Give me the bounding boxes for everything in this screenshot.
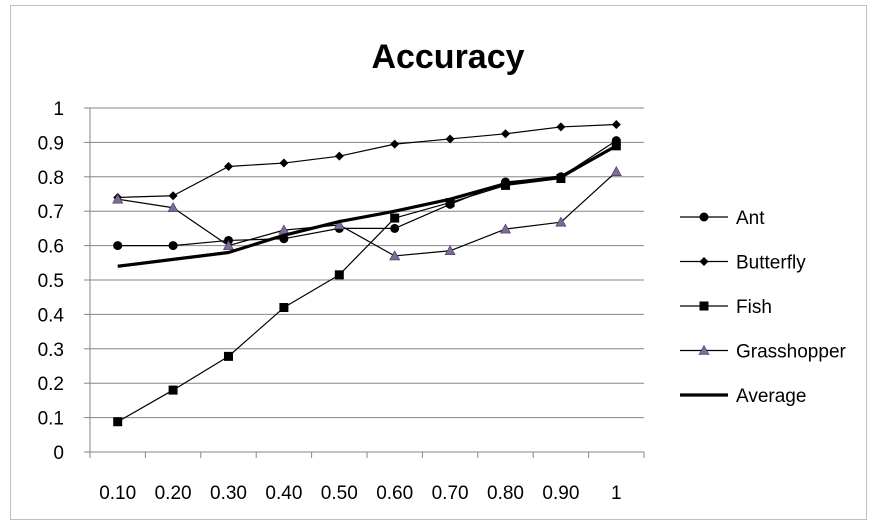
y-tick-label: 0.9 bbox=[38, 133, 64, 154]
data-point bbox=[334, 270, 344, 280]
chart-title: Accuracy bbox=[371, 38, 524, 76]
y-tick-label: 0.8 bbox=[38, 168, 64, 189]
x-tick-label: 0.60 bbox=[376, 483, 413, 504]
data-point bbox=[556, 122, 566, 132]
y-tick-label: 0.6 bbox=[38, 237, 64, 258]
data-point bbox=[168, 385, 178, 395]
data-point bbox=[222, 239, 235, 250]
y-tick-label: 0.4 bbox=[38, 305, 65, 326]
legend-item-average: Average bbox=[680, 386, 806, 407]
data-point bbox=[699, 257, 709, 266]
y-tick-label: 1 bbox=[53, 99, 64, 120]
x-tick-label: 1 bbox=[611, 483, 622, 504]
legend-item-ant: Ant bbox=[680, 208, 765, 229]
x-tick-label: 0.80 bbox=[487, 483, 524, 504]
data-point bbox=[334, 151, 344, 161]
legend-item-grasshopper: Grasshopper bbox=[680, 342, 847, 363]
data-point bbox=[168, 241, 178, 251]
series-line bbox=[117, 171, 617, 257]
y-tick-label: 0 bbox=[53, 443, 64, 464]
legend: Ant Butterfly Fish Grasshopper Average bbox=[680, 208, 847, 407]
data-point bbox=[112, 193, 124, 204]
data-point bbox=[390, 213, 400, 223]
data-point bbox=[501, 129, 510, 139]
grid bbox=[90, 107, 644, 419]
legend-item-butterfly: Butterfly bbox=[680, 253, 806, 274]
y-tick-label: 0.7 bbox=[38, 202, 64, 223]
data-point bbox=[390, 223, 400, 233]
x-tick-label: 0.70 bbox=[432, 483, 469, 504]
y-tick-label: 0.2 bbox=[38, 374, 64, 395]
x-tick-label: 0.90 bbox=[542, 483, 579, 504]
legend-item-fish: Fish bbox=[680, 297, 772, 318]
axes: 0 0.1 0.2 0.3 0.4 0.5 0.6 0.7 0.8 0.9 1 0.10 0.20 0.3… bbox=[38, 99, 645, 504]
series-line bbox=[117, 140, 617, 247]
x-tick-label: 0.10 bbox=[99, 483, 136, 504]
data-point bbox=[168, 191, 178, 201]
series-butterfly bbox=[113, 120, 621, 202]
data-point bbox=[389, 250, 401, 261]
series-average bbox=[117, 144, 618, 268]
data-point bbox=[445, 134, 455, 144]
data-point bbox=[167, 202, 179, 213]
x-tick-label: 0.40 bbox=[265, 483, 302, 504]
data-point bbox=[610, 166, 622, 176]
data-point bbox=[333, 219, 345, 230]
data-point bbox=[279, 158, 289, 168]
data-point bbox=[279, 303, 289, 313]
data-point bbox=[224, 161, 233, 171]
y-tick-label: 0.3 bbox=[38, 340, 64, 361]
data-point bbox=[501, 180, 510, 190]
data-point bbox=[113, 417, 123, 427]
series-grasshopper bbox=[112, 166, 622, 261]
data-point bbox=[556, 174, 566, 184]
data-point bbox=[555, 216, 567, 227]
x-tick-label: 0.30 bbox=[210, 483, 247, 504]
y-tick-label: 0.1 bbox=[38, 409, 64, 430]
legend-label: Average bbox=[736, 386, 806, 407]
data-point bbox=[224, 351, 233, 361]
legend-label: Ant bbox=[736, 208, 765, 229]
data-point bbox=[699, 301, 709, 311]
series-line bbox=[117, 123, 617, 199]
data-point bbox=[444, 245, 456, 256]
data-point bbox=[113, 241, 123, 251]
x-tick-label: 0.50 bbox=[321, 483, 358, 504]
data-point bbox=[499, 223, 512, 234]
data-point bbox=[390, 139, 400, 149]
x-tick-label: 0.20 bbox=[155, 483, 192, 504]
y-tick-label: 0.5 bbox=[38, 271, 64, 292]
legend-label: Fish bbox=[736, 297, 772, 318]
data-point bbox=[698, 344, 710, 355]
legend-label: Grasshopper bbox=[736, 342, 847, 363]
series-layer bbox=[112, 120, 622, 427]
legend-label: Butterfly bbox=[736, 253, 806, 274]
series-line bbox=[117, 144, 618, 268]
data-point bbox=[445, 198, 455, 208]
series-line bbox=[117, 145, 617, 423]
series-ant bbox=[113, 136, 621, 251]
data-point bbox=[611, 120, 621, 130]
data-point bbox=[699, 212, 709, 222]
